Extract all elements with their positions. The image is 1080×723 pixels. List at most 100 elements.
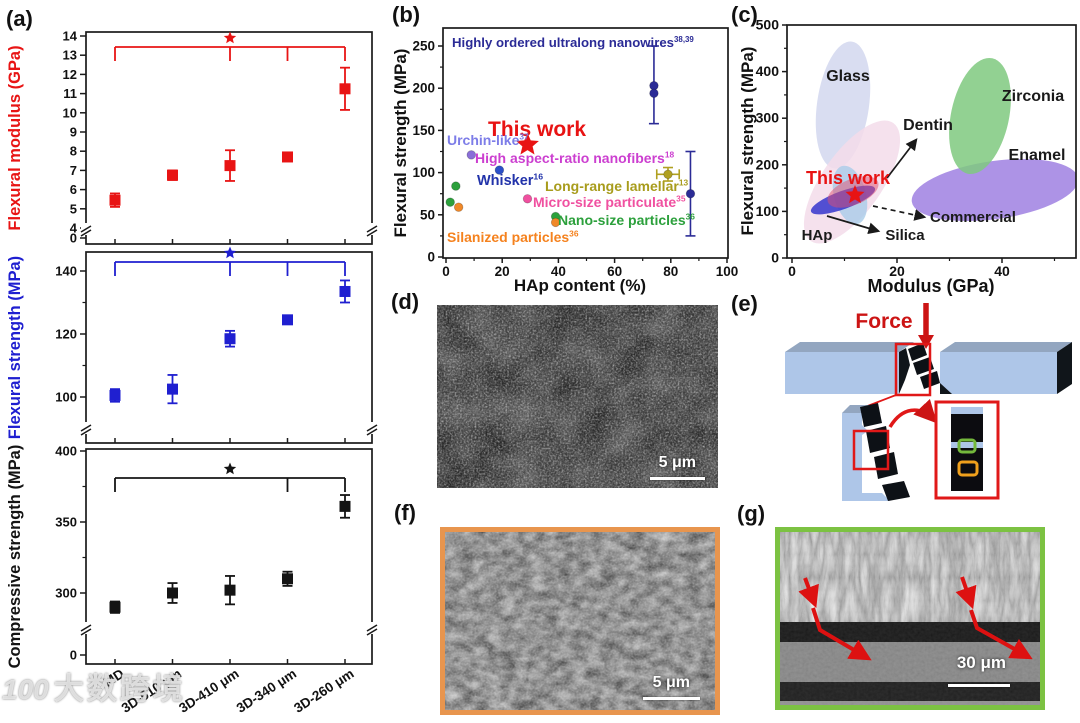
b-data-point <box>451 181 461 191</box>
a-data-series-0 <box>109 66 351 208</box>
b-plot: 0 20 40 60 80 100 0 50 100 150 200 250 HAp content (… <box>391 27 739 295</box>
b-data-point <box>685 188 696 199</box>
force-arrow-icon <box>918 303 934 349</box>
c-ytick: 0 <box>771 250 779 266</box>
stair-step-fragment <box>842 403 910 501</box>
a-data-point <box>224 160 236 172</box>
a-subplot-2: 300 350 400 0 Compressive strength (MPa) <box>6 444 378 669</box>
a-ytick: 14 <box>63 29 78 44</box>
b-xtick: 20 <box>495 264 510 279</box>
b-data-point <box>550 217 561 228</box>
c-ytick: 100 <box>756 203 780 219</box>
a-xtick-label: MD <box>101 666 127 690</box>
b-data-points <box>445 45 696 237</box>
a-ytick: 7 <box>70 163 77 178</box>
a-ytick: 400 <box>55 444 77 459</box>
a-ytick: 5 <box>70 201 77 216</box>
broken-beam-left <box>785 342 914 394</box>
a-significance-bracket-1 <box>114 246 346 276</box>
c-annotation-arrow <box>886 138 918 179</box>
panel-f-label: (f) <box>394 500 416 525</box>
a-data-point <box>224 333 236 345</box>
a-data-point <box>282 573 293 585</box>
c-xlabel: Modulus (GPa) <box>868 276 995 296</box>
b-data-point <box>453 202 464 212</box>
panel-e-label: (e) <box>731 291 758 316</box>
b-annotation: Nano-size particles36 <box>558 212 695 228</box>
scalebar-f <box>643 697 700 700</box>
b-data-point <box>649 88 659 98</box>
a-ytick: 10 <box>63 105 77 120</box>
scalebar-d <box>650 477 705 480</box>
scalebar-g <box>948 684 1010 687</box>
green-marker-box <box>957 438 977 454</box>
b-annotation: Micro-size particulate35 <box>533 194 686 210</box>
b-xtick: 0 <box>442 264 450 279</box>
b-ylabel: Flexural strength (MPa) <box>391 49 410 238</box>
a-data-point <box>339 500 351 512</box>
b-data-point <box>466 150 476 160</box>
a-significance-bracket-2 <box>114 462 346 492</box>
c-ytick: 300 <box>756 110 780 126</box>
panel-d-image: 5 μm <box>437 305 718 488</box>
c-ytick: 500 <box>756 17 780 33</box>
panel-g-label: (g) <box>737 501 766 526</box>
a-subplot-1: 100 120 140 Flexural strength (MPa) <box>6 246 378 444</box>
b-data-point <box>522 194 533 204</box>
a-ytick: 140 <box>55 264 77 279</box>
a-ylabel-2: Compressive strength (MPa) <box>6 445 24 669</box>
b-xtick: 80 <box>663 264 678 279</box>
c-xtick: 20 <box>889 263 905 279</box>
sem-g-texture <box>780 532 1040 705</box>
b-ytick: 250 <box>412 39 435 54</box>
a-ytick: 6 <box>70 182 77 197</box>
c-this-work-star <box>845 185 865 204</box>
b-xtick: 100 <box>716 264 739 279</box>
a-data-series-2 <box>109 494 351 614</box>
b-ytick: 150 <box>412 123 435 138</box>
b-data-point <box>445 197 455 207</box>
panel-d-label: (d) <box>391 289 420 314</box>
c-label-commercial: Commercial <box>930 209 1016 226</box>
c-ytick: 400 <box>756 63 780 79</box>
orange-marker-box <box>957 460 979 477</box>
c-xtick: 0 <box>788 263 796 279</box>
a-data-point <box>167 383 178 395</box>
broken-beam-right <box>940 342 1072 394</box>
crack-path-arrows <box>798 576 1033 661</box>
a-ytick-zero: 0 <box>70 648 77 663</box>
b-data-point <box>494 165 505 175</box>
c-label-hap: HAp <box>802 227 833 244</box>
a-data-point <box>109 194 121 206</box>
c-label-dentin: Dentin <box>903 117 953 134</box>
curved-arrow-icon <box>888 398 938 428</box>
b-annotation: Whisker16 <box>477 171 543 189</box>
a-xtick-label: 3D-260 μm <box>291 666 356 716</box>
panel-g-image: 30 μm <box>775 527 1045 710</box>
c-label-zirconia: Zirconia <box>1002 88 1064 105</box>
a-data-point <box>109 601 121 613</box>
b-xtick: 60 <box>607 264 622 279</box>
c-ylabel: Flexural strength (MPa) <box>738 47 757 236</box>
b-ytick: 0 <box>427 250 435 265</box>
crack-zoom-box <box>894 342 932 397</box>
a-ytick: 100 <box>55 390 77 405</box>
sem-d-texture <box>437 305 718 488</box>
a-ytick: 12 <box>63 67 77 82</box>
a-ytick: 4 <box>70 221 78 236</box>
scalebar-label-f: 5 μm <box>652 674 690 691</box>
a-data-point <box>339 285 351 297</box>
c-label-enamel: Enamel <box>1009 147 1066 164</box>
a-data-point <box>167 587 178 599</box>
a-ylabel-1: Flexural strength (MPa) <box>6 256 24 439</box>
c-label-silica: Silica <box>885 227 925 244</box>
a-data-point <box>282 314 293 326</box>
a-significance-bracket-0 <box>114 31 346 61</box>
a-data-point <box>282 151 293 163</box>
a-ytick: 8 <box>70 144 77 159</box>
panel-f-image: 5 μm <box>440 527 720 715</box>
c-region-enamel <box>911 158 1076 222</box>
a-ytick: 350 <box>55 515 77 530</box>
